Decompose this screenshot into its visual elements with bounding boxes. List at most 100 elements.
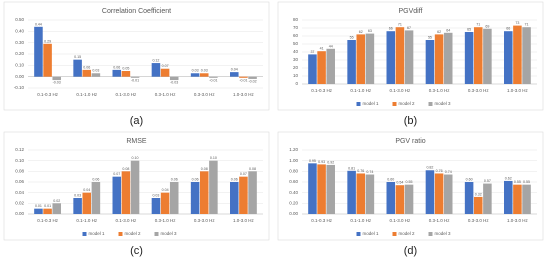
value-label: 0.05 — [122, 66, 129, 70]
bar — [365, 33, 375, 84]
bar — [73, 59, 82, 77]
x-tick-label: 0.3-1.0 Hz — [429, 88, 451, 93]
bar — [239, 76, 248, 78]
y-tick-label: -0.10 — [14, 85, 25, 90]
bar — [112, 176, 122, 214]
value-label: 0.03 — [152, 193, 159, 197]
bar — [248, 76, 257, 79]
value-label: 0.06 — [192, 177, 199, 181]
y-tick-label: 0.20 — [15, 51, 24, 56]
y-tick-label: 0.50 — [15, 17, 24, 22]
value-label: 0.60 — [466, 177, 473, 181]
value-label: 66 — [506, 27, 510, 31]
legend-label: model 3 — [435, 231, 452, 236]
bar — [404, 30, 414, 84]
value-label: 0.55 — [523, 180, 530, 184]
legend-swatch — [392, 102, 397, 106]
x-tick-label: 0.1-3.0 Hz — [116, 218, 138, 223]
legend-swatch — [82, 232, 87, 236]
bar — [513, 25, 522, 85]
bar — [43, 208, 52, 214]
bar — [522, 184, 531, 214]
y-tick-label: 0.00 — [15, 211, 24, 216]
x-tick-label: 0.1-0.3 Hz — [37, 92, 59, 97]
legend-label: model 3 — [435, 101, 452, 106]
bar — [160, 192, 170, 214]
x-tick-label: 0.1-1.0 Hz — [350, 88, 372, 93]
value-label: 0.55 — [514, 180, 521, 184]
bar — [91, 182, 101, 214]
bar — [91, 73, 101, 77]
value-label: 0.29 — [44, 39, 51, 43]
bar — [73, 198, 82, 214]
value-label: -0.03 — [170, 81, 178, 85]
bar — [483, 28, 492, 84]
x-tick-label: 0.1-0.3 Hz — [311, 218, 333, 223]
caption: (c) — [130, 245, 143, 257]
x-tick-label: 0.1-3.0 Hz — [390, 218, 412, 223]
y-tick-label: 0.30 — [15, 40, 24, 45]
bar — [112, 69, 122, 77]
value-label: 0.62 — [505, 176, 512, 180]
value-label: 0.08 — [249, 167, 256, 171]
value-label: 0.06 — [83, 65, 90, 69]
value-label: 41 — [320, 47, 324, 51]
y-tick-label: 0.60 — [289, 179, 298, 184]
value-label: 0.32 — [475, 192, 482, 196]
legend-label: model 1 — [363, 231, 380, 236]
value-label: 55 — [428, 35, 432, 39]
value-label: -0.01 — [239, 78, 247, 82]
x-tick-label: 0.3-1.0 Hz — [155, 92, 177, 97]
value-label: 0.03 — [74, 193, 81, 197]
y-tick-label: 0.20 — [289, 201, 298, 206]
value-label: 0.07 — [162, 64, 169, 68]
value-label: 63 — [368, 29, 372, 33]
x-tick-label: 0.1-1.0 Hz — [76, 218, 98, 223]
y-tick-label: 0.80 — [289, 169, 298, 174]
bar — [443, 32, 453, 84]
value-label: 0.12 — [152, 59, 159, 63]
value-label: 0.60 — [387, 177, 394, 181]
legend-swatch — [356, 102, 361, 106]
y-tick-label: 0.00 — [15, 74, 24, 79]
value-label: 65 — [467, 27, 471, 31]
y-tick-label: 0.12 — [15, 147, 24, 152]
x-tick-label: 0.3-3.0 Hz — [194, 218, 216, 223]
legend-swatch — [154, 232, 159, 236]
value-label: 66 — [389, 27, 393, 31]
bar — [308, 54, 317, 84]
value-label: 0.07 — [240, 172, 247, 176]
bar — [522, 27, 531, 84]
bar — [82, 192, 92, 214]
bar — [356, 173, 366, 214]
x-tick-label: 0.1-3.0 Hz — [116, 92, 138, 97]
bar — [239, 176, 248, 214]
x-tick-label: 0.3-1.0 Hz — [429, 218, 451, 223]
chart-title: PGVdiff — [399, 8, 423, 15]
value-label: 55 — [350, 35, 354, 39]
x-tick-label: 1.0-3.0 Hz — [233, 92, 255, 97]
bar — [365, 174, 375, 214]
bar — [326, 48, 335, 84]
y-tick-label: 1.20 — [289, 147, 298, 152]
bar — [425, 40, 435, 84]
bar — [52, 203, 61, 214]
value-label: 0.44 — [35, 22, 42, 26]
y-tick-label: 0.04 — [15, 190, 24, 195]
legend-label: model 2 — [125, 231, 142, 236]
bar — [473, 27, 483, 84]
legend-label: model 2 — [399, 231, 416, 236]
bar — [434, 34, 444, 84]
bar — [386, 31, 396, 84]
bar — [434, 173, 444, 214]
bar — [308, 163, 317, 214]
legend-swatch — [118, 232, 123, 236]
x-tick-label: 1.0-3.0 Hz — [507, 218, 529, 223]
value-label: 69 — [485, 24, 489, 28]
bar — [121, 71, 131, 77]
value-label: 73 — [515, 21, 519, 25]
bar — [464, 32, 474, 84]
value-label: 0.95 — [309, 159, 316, 163]
value-label: 0.06 — [92, 177, 99, 181]
y-tick-label: 80 — [293, 17, 299, 22]
